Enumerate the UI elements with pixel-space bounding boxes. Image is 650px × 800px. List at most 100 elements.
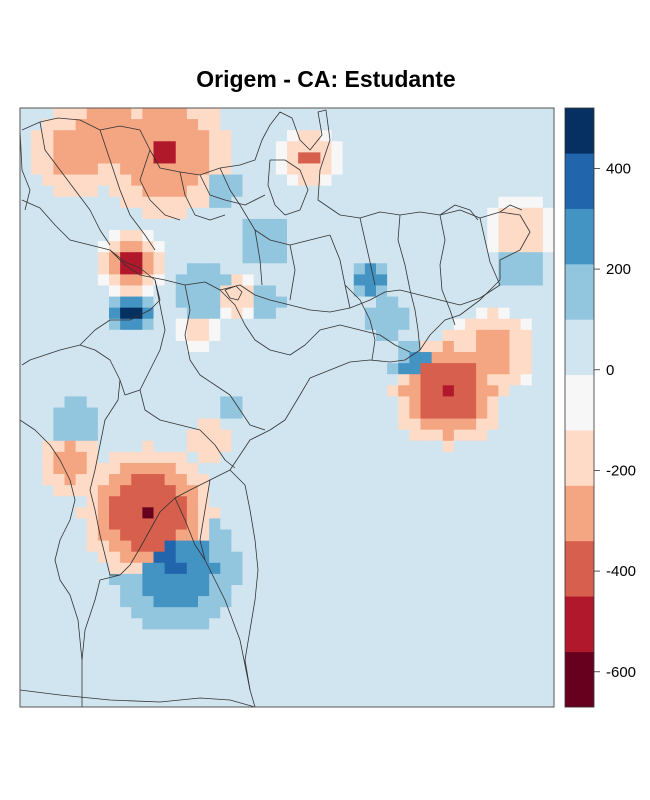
heatmap-cell <box>198 429 210 442</box>
heatmap-cell <box>353 130 366 142</box>
heatmap-cell <box>153 285 166 297</box>
heatmap-cell <box>398 496 410 508</box>
heatmap-cell <box>542 218 555 231</box>
heatmap-cell <box>498 451 510 464</box>
heatmap-cell <box>75 596 88 608</box>
heatmap-cell <box>120 529 132 542</box>
heatmap-cell <box>398 451 410 464</box>
heatmap-cell <box>264 451 277 464</box>
heatmap-cell <box>186 651 199 664</box>
heatmap-cell <box>53 418 65 431</box>
heatmap-cell <box>520 296 533 309</box>
heatmap-cell <box>287 363 299 375</box>
heatmap-cell <box>209 152 221 164</box>
heatmap-cell <box>420 684 433 697</box>
heatmap-cell <box>242 318 255 331</box>
heatmap-cell <box>376 318 388 331</box>
heatmap-cell <box>542 119 555 131</box>
heatmap-cell <box>509 485 522 497</box>
heatmap-cell <box>364 274 377 286</box>
heatmap-cell <box>242 141 255 153</box>
heatmap-cell <box>86 374 99 386</box>
heatmap-cell <box>376 241 388 253</box>
heatmap-cell <box>364 573 377 586</box>
heatmap-cell <box>409 418 421 431</box>
heatmap-cell <box>387 130 399 142</box>
heatmap-cell <box>353 307 366 320</box>
heatmap-cell <box>175 329 188 342</box>
heatmap-cell <box>387 485 399 497</box>
heatmap-cell <box>31 684 43 697</box>
heatmap-cell <box>287 285 299 297</box>
heatmap-cell <box>242 185 255 198</box>
heatmap-cell <box>376 119 388 131</box>
heatmap-cell <box>287 352 299 364</box>
heatmap-cell <box>287 152 299 164</box>
heatmap-cell <box>153 119 166 131</box>
heatmap-cell <box>64 196 77 209</box>
heatmap-cell <box>298 329 310 342</box>
heatmap-cell <box>53 440 65 453</box>
heatmap-cell <box>442 640 455 652</box>
heatmap-cell <box>342 684 355 697</box>
heatmap-cell <box>64 618 77 630</box>
heatmap-cell <box>275 407 288 419</box>
heatmap-cell <box>131 429 143 442</box>
heatmap-cell <box>409 607 421 619</box>
heatmap-cell <box>31 662 43 675</box>
heatmap-cell <box>342 174 355 187</box>
heatmap-cell <box>342 407 355 419</box>
heatmap-cell <box>42 329 54 342</box>
heatmap-cell <box>542 141 555 153</box>
heatmap-cell <box>97 207 110 220</box>
heatmap-cell <box>31 474 43 486</box>
heatmap-cell <box>331 562 344 575</box>
heatmap-cell <box>287 407 299 419</box>
heatmap-cell <box>364 462 377 475</box>
heatmap-cell <box>275 307 288 320</box>
heatmap-cell <box>264 141 277 153</box>
heatmap-cell <box>442 285 455 297</box>
heatmap-cell <box>264 596 277 608</box>
heatmap-cell <box>75 307 88 320</box>
heatmap-cell <box>364 207 377 220</box>
heatmap-cell <box>487 651 499 664</box>
heatmap-cell <box>420 130 433 142</box>
heatmap-cell <box>53 318 65 331</box>
heatmap-cell <box>398 296 410 309</box>
heatmap-cell <box>86 607 99 619</box>
heatmap-cell <box>164 695 177 708</box>
heatmap-cell <box>253 507 266 519</box>
heatmap-cell <box>64 385 77 397</box>
heatmap-cell <box>398 174 410 187</box>
heatmap-cell <box>131 662 143 675</box>
heatmap-cell <box>409 241 421 253</box>
heatmap-cell <box>97 329 110 342</box>
heatmap-cell <box>109 507 121 519</box>
heatmap-cell <box>476 629 488 641</box>
heatmap-cell <box>75 629 88 641</box>
heatmap-cell <box>275 651 288 664</box>
heatmap-cell <box>153 185 166 198</box>
heatmap-cell <box>264 363 277 375</box>
heatmap-cell <box>465 108 477 120</box>
heatmap-cell <box>542 640 555 652</box>
heatmap-cell <box>298 340 310 353</box>
heatmap-cell <box>242 218 255 231</box>
heatmap-cell <box>175 629 188 641</box>
heatmap-cell <box>164 163 177 175</box>
heatmap-cell <box>487 363 499 375</box>
heatmap-cell <box>465 440 477 453</box>
heatmap-cell <box>387 462 399 475</box>
heatmap-cell <box>231 573 243 586</box>
heatmap-cell <box>186 218 199 231</box>
heatmap-cell <box>387 496 399 508</box>
heatmap-cell <box>387 274 399 286</box>
heatmap-cell <box>164 230 177 242</box>
heatmap-cell <box>253 618 266 630</box>
heatmap-cell <box>164 218 177 231</box>
heatmap-cell <box>331 407 344 419</box>
heatmap-cell <box>75 241 88 253</box>
heatmap-cell <box>209 363 221 375</box>
heatmap-cell <box>298 230 310 242</box>
